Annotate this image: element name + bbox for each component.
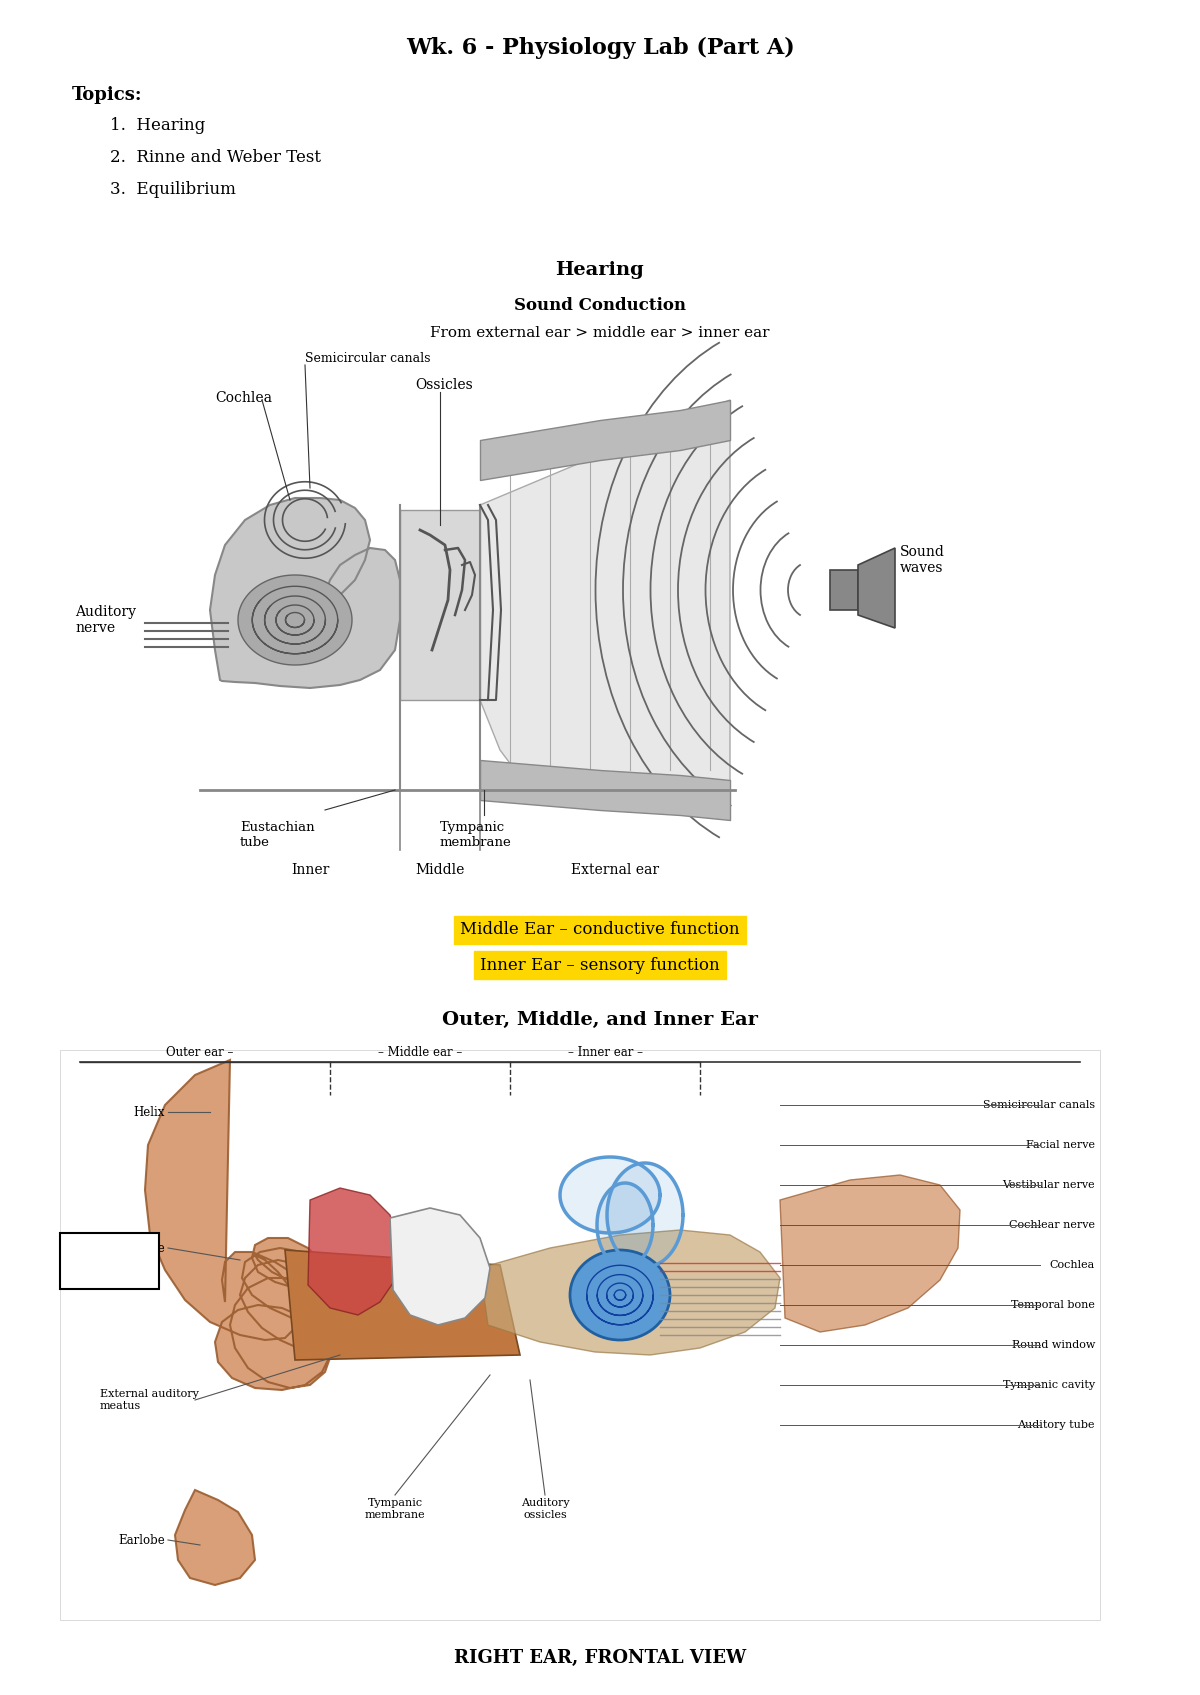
Text: Eustachian
tube: Eustachian tube: [240, 820, 314, 849]
Polygon shape: [560, 1158, 660, 1232]
Polygon shape: [480, 1231, 780, 1354]
Text: 3.  Equilibrium: 3. Equilibrium: [110, 180, 236, 198]
Text: Topics:: Topics:: [72, 86, 143, 103]
Text: Sound Conduction: Sound Conduction: [514, 297, 686, 314]
Text: 2.  Rinne and Weber Test: 2. Rinne and Weber Test: [110, 149, 322, 166]
Text: External auditory
meatus: External auditory meatus: [100, 1390, 199, 1410]
FancyBboxPatch shape: [60, 1232, 158, 1288]
Polygon shape: [400, 510, 480, 700]
Text: Auricle: Auricle: [122, 1241, 166, 1254]
Text: Outer ear –: Outer ear –: [167, 1046, 234, 1058]
Polygon shape: [480, 400, 730, 800]
Text: Wk. 6 - Physiology Lab (Part A): Wk. 6 - Physiology Lab (Part A): [406, 37, 794, 59]
Text: Cochlea: Cochlea: [1050, 1259, 1096, 1270]
Text: RIGHT EAR, FRONTAL VIEW: RIGHT EAR, FRONTAL VIEW: [454, 1649, 746, 1666]
Text: From external ear > middle ear > inner ear: From external ear > middle ear > inner e…: [431, 325, 769, 341]
Text: Round window: Round window: [1012, 1341, 1096, 1349]
Text: Semicircular canals: Semicircular canals: [983, 1100, 1096, 1110]
Text: Tympanic
membrane: Tympanic membrane: [440, 820, 511, 849]
Text: Cochlear nerve: Cochlear nerve: [1009, 1220, 1096, 1231]
Polygon shape: [308, 1188, 400, 1315]
Text: Auditory
ossicles: Auditory ossicles: [521, 1498, 569, 1520]
Text: Cochlea: Cochlea: [215, 392, 272, 405]
Text: Helix: Helix: [133, 1105, 166, 1119]
Text: – Inner ear –: – Inner ear –: [568, 1046, 642, 1058]
Ellipse shape: [570, 1249, 670, 1341]
Text: Middle: Middle: [415, 863, 464, 876]
Text: Outer, Middle, and Inner Ear: Outer, Middle, and Inner Ear: [442, 1010, 758, 1029]
Polygon shape: [286, 1249, 520, 1359]
Polygon shape: [210, 498, 400, 688]
Text: Temporal bone: Temporal bone: [1012, 1300, 1096, 1310]
Text: – Middle ear –: – Middle ear –: [378, 1046, 462, 1058]
Polygon shape: [175, 1490, 256, 1585]
Text: Auditory tube: Auditory tube: [1018, 1420, 1096, 1431]
FancyBboxPatch shape: [60, 1049, 1100, 1620]
Polygon shape: [390, 1209, 490, 1325]
Polygon shape: [780, 1175, 960, 1332]
Text: Middle Ear – conductive function: Middle Ear – conductive function: [461, 922, 739, 939]
Polygon shape: [238, 575, 352, 664]
Text: Inner: Inner: [290, 863, 329, 876]
Text: Tympanic
membrane: Tympanic membrane: [365, 1498, 425, 1520]
Text: Vestibular nerve: Vestibular nerve: [1002, 1180, 1096, 1190]
Text: EAR,
AL: EAR, AL: [91, 1246, 128, 1276]
Polygon shape: [598, 1183, 653, 1266]
Text: Tympanic cavity: Tympanic cavity: [1003, 1380, 1096, 1390]
Text: Sound
waves: Sound waves: [900, 544, 944, 575]
Text: Ossicles: Ossicles: [415, 378, 473, 392]
Text: 1.  Hearing: 1. Hearing: [110, 117, 205, 134]
Text: Earlobe: Earlobe: [119, 1534, 166, 1546]
Polygon shape: [607, 1163, 683, 1266]
FancyBboxPatch shape: [830, 570, 858, 610]
Text: External ear: External ear: [571, 863, 659, 876]
Polygon shape: [145, 1059, 335, 1390]
Text: Inner Ear – sensory function: Inner Ear – sensory function: [480, 956, 720, 973]
Text: Hearing: Hearing: [556, 261, 644, 280]
Text: Auditory
nerve: Auditory nerve: [74, 605, 136, 636]
Text: Facial nerve: Facial nerve: [1026, 1141, 1096, 1149]
Polygon shape: [858, 547, 895, 629]
Text: Semicircular canals: Semicircular canals: [305, 351, 431, 364]
